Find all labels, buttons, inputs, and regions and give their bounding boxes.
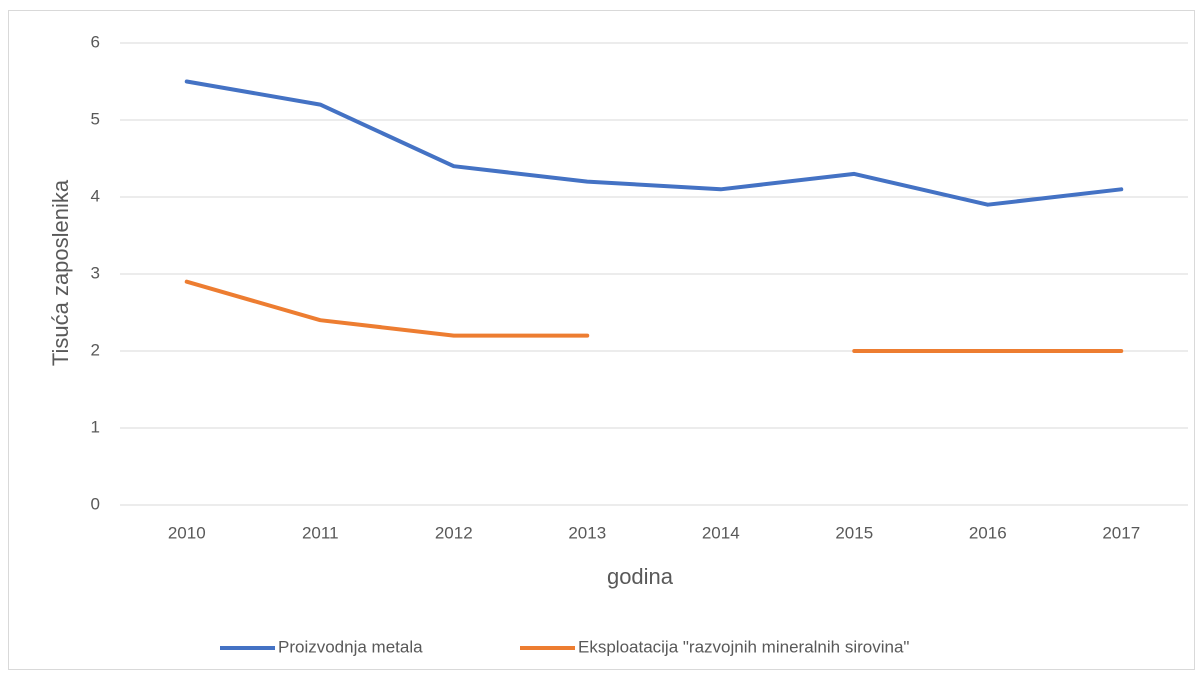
y-tick-label: 4 bbox=[91, 186, 100, 205]
x-tick-label: 2015 bbox=[835, 523, 873, 542]
y-axis-label: Tisuća zaposlenika bbox=[48, 179, 73, 366]
y-tick-label: 6 bbox=[91, 32, 100, 51]
y-tick-label: 5 bbox=[91, 109, 100, 128]
x-tick-label: 2012 bbox=[435, 523, 473, 542]
chart-border bbox=[8, 10, 1195, 670]
legend-label: Eksploatacija "razvojnih mineralnih siro… bbox=[578, 637, 909, 656]
legend-label: Proizvodnja metala bbox=[278, 637, 423, 656]
x-tick-label: 2010 bbox=[168, 523, 206, 542]
y-tick-label: 1 bbox=[91, 417, 100, 436]
x-tick-label: 2013 bbox=[568, 523, 606, 542]
y-tick-label: 2 bbox=[91, 340, 100, 359]
x-tick-label: 2016 bbox=[969, 523, 1007, 542]
line-series bbox=[184, 79, 1124, 207]
y-tick-label: 3 bbox=[91, 263, 100, 282]
x-tick-label: 2017 bbox=[1102, 523, 1140, 542]
y-tick-label: 0 bbox=[91, 494, 100, 513]
x-tick-label: 2011 bbox=[302, 523, 339, 542]
line-series bbox=[184, 279, 590, 338]
x-tick-label: 2014 bbox=[702, 523, 740, 542]
x-axis-label: godina bbox=[607, 564, 674, 589]
